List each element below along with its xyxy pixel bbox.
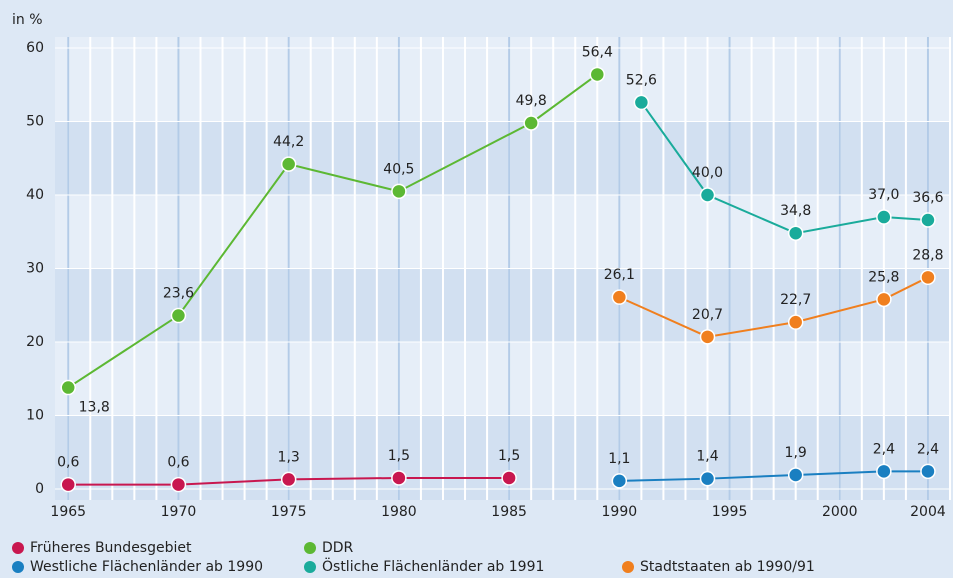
data-point — [876, 463, 892, 480]
series-line — [67, 73, 598, 389]
data-point — [920, 463, 936, 480]
data-label: 0,6 — [57, 455, 79, 471]
data-point — [787, 225, 804, 241]
data-point — [920, 212, 936, 228]
legend-label: Früheres Bundesgebiet — [30, 540, 192, 556]
data-point — [280, 156, 297, 172]
y-tick-label: 0 — [35, 481, 44, 497]
y-axis-label: in % — [12, 12, 43, 28]
data-point — [787, 467, 804, 483]
data-point — [280, 471, 297, 488]
x-tick-label: 1995 — [712, 504, 748, 520]
data-label: 37,0 — [868, 187, 899, 203]
x-tick-label: 1975 — [271, 504, 307, 520]
data-point — [170, 307, 187, 324]
data-label: 2,4 — [917, 441, 939, 457]
data-label: 1,5 — [388, 448, 410, 464]
data-label: 1,5 — [498, 448, 520, 464]
grid-band — [55, 268, 950, 342]
data-point — [876, 291, 892, 308]
data-label: 1,4 — [696, 449, 718, 465]
data-label: 0,6 — [167, 455, 189, 471]
x-tick-label: 1990 — [602, 504, 638, 520]
data-point — [787, 314, 804, 330]
data-label: 28,8 — [912, 247, 943, 263]
x-tick-label: 1980 — [381, 504, 417, 520]
x-tick-label: 2004 — [910, 504, 946, 520]
x-tick-label: 2000 — [822, 504, 858, 520]
data-label: 1,1 — [608, 451, 630, 467]
y-tick-label: 20 — [26, 334, 44, 350]
legend-marker — [304, 542, 316, 554]
data-point — [633, 94, 650, 111]
data-label: 25,8 — [868, 269, 899, 285]
data-label: 34,8 — [780, 203, 811, 219]
data-label: 26,1 — [604, 267, 635, 283]
data-point — [391, 183, 407, 200]
legend-marker — [12, 561, 24, 573]
y-tick-label: 10 — [26, 407, 44, 423]
grid-band — [55, 415, 950, 500]
data-label: 49,8 — [516, 93, 547, 109]
data-point — [699, 329, 716, 345]
legend-label: Westliche Flächenländer ab 1990 — [30, 559, 263, 575]
legend-marker — [622, 561, 634, 573]
legend-label: DDR — [322, 540, 354, 556]
data-point — [523, 115, 539, 131]
data-point — [60, 476, 76, 493]
data-label: 40,0 — [692, 165, 723, 181]
data-point — [699, 470, 716, 487]
legend-label: Östliche Flächenländer ab 1991 — [322, 557, 544, 575]
grid-band — [55, 121, 950, 196]
data-point — [611, 473, 628, 489]
data-label: 52,6 — [626, 72, 657, 88]
y-tick-label: 40 — [26, 187, 44, 203]
legend-marker — [12, 542, 24, 554]
x-tick-label: 1965 — [50, 504, 86, 520]
data-point — [391, 470, 407, 486]
data-point — [699, 187, 716, 203]
data-label: 1,9 — [785, 445, 807, 461]
y-tick-label: 60 — [26, 40, 44, 56]
y-tick-label: 50 — [26, 114, 44, 130]
data-point — [501, 470, 517, 486]
data-point — [589, 66, 606, 83]
data-label: 2,4 — [873, 441, 895, 457]
x-tick-label: 1985 — [491, 504, 527, 520]
y-tick-label: 30 — [26, 261, 44, 277]
data-point — [60, 379, 76, 396]
data-point — [920, 269, 936, 286]
data-label: 40,5 — [383, 161, 414, 177]
data-point — [170, 476, 187, 493]
data-label: 22,7 — [780, 292, 811, 308]
data-point — [611, 289, 628, 305]
data-label: 56,4 — [582, 44, 613, 60]
data-label: 13,8 — [79, 400, 110, 416]
legend-marker — [304, 561, 316, 573]
x-tick-label: 1970 — [161, 504, 197, 520]
data-label: 1,3 — [278, 449, 300, 465]
data-label: 44,2 — [273, 134, 304, 150]
data-label: 20,7 — [692, 307, 723, 323]
data-label: 36,6 — [912, 190, 943, 206]
data-label: 23,6 — [163, 286, 194, 302]
legend-label: Stadtstaaten ab 1990/91 — [640, 559, 815, 575]
data-point — [876, 209, 892, 225]
